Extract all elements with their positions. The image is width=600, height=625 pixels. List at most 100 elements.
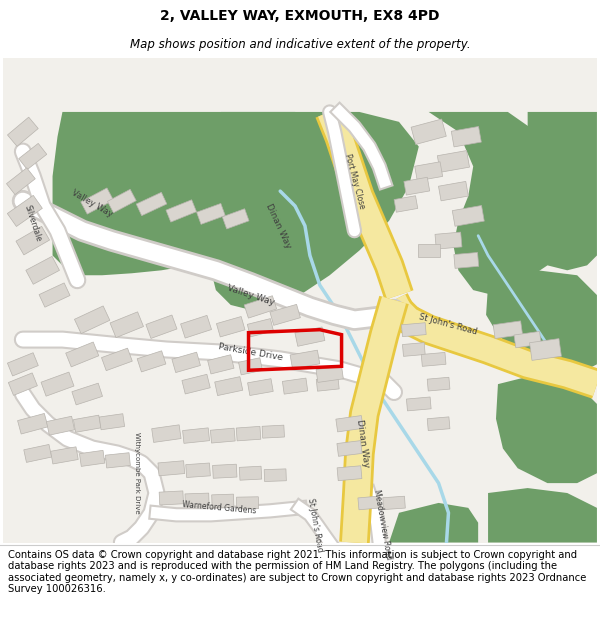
Bar [236, 497, 259, 509]
Bar [158, 461, 185, 476]
Polygon shape [486, 270, 597, 374]
Bar [248, 379, 273, 396]
Bar [7, 168, 35, 194]
Bar [415, 162, 443, 181]
Text: Contains OS data © Crown copyright and database right 2021. This information is : Contains OS data © Crown copyright and d… [8, 549, 586, 594]
Bar [101, 348, 132, 371]
Bar [383, 496, 406, 509]
Bar [81, 188, 113, 214]
Bar [514, 331, 541, 348]
Bar [166, 200, 196, 222]
Bar [439, 181, 469, 201]
Bar [72, 383, 103, 405]
Bar [16, 226, 50, 255]
Bar [337, 441, 362, 456]
Text: Dinan Way: Dinan Way [355, 419, 370, 468]
Text: St John's Road: St John's Road [305, 497, 324, 552]
Bar [73, 415, 101, 432]
Polygon shape [428, 112, 577, 295]
Bar [181, 316, 212, 338]
Bar [7, 117, 38, 146]
Bar [172, 352, 200, 372]
Bar [26, 256, 59, 284]
Polygon shape [53, 112, 310, 275]
Text: Warneford Gardens: Warneford Gardens [181, 500, 256, 516]
Bar [50, 447, 78, 464]
Bar [418, 244, 440, 258]
Polygon shape [389, 503, 478, 542]
Bar [530, 339, 562, 361]
Bar [427, 378, 450, 391]
Bar [406, 397, 431, 411]
Bar [137, 351, 166, 372]
Bar [182, 428, 209, 443]
Bar [107, 189, 136, 213]
Bar [185, 493, 209, 507]
Bar [401, 322, 426, 337]
Bar [24, 444, 52, 462]
Polygon shape [488, 488, 597, 542]
Bar [146, 315, 177, 339]
Bar [7, 352, 38, 376]
Bar [454, 253, 479, 268]
Bar [337, 466, 362, 481]
Bar [427, 417, 450, 431]
Bar [403, 342, 425, 356]
Bar [46, 416, 74, 435]
Bar [212, 464, 237, 478]
Bar [283, 378, 308, 394]
Bar [17, 414, 48, 434]
Bar [411, 119, 446, 144]
Bar [74, 306, 110, 334]
Text: Valley Way: Valley Way [226, 283, 275, 307]
Bar [136, 192, 167, 216]
Bar [264, 469, 286, 481]
Bar [290, 350, 320, 369]
Bar [421, 352, 446, 366]
Bar [239, 466, 262, 480]
Bar [236, 426, 261, 441]
Bar [41, 372, 74, 396]
Bar [244, 296, 277, 318]
Bar [79, 451, 105, 466]
Bar [211, 428, 235, 443]
Bar [65, 342, 99, 367]
Bar [404, 177, 430, 195]
Bar [217, 316, 245, 337]
Bar [19, 143, 47, 169]
Bar [182, 374, 210, 394]
Bar [336, 416, 363, 432]
Bar [358, 496, 380, 510]
Text: Silverdale: Silverdale [23, 204, 43, 243]
Bar [99, 414, 125, 430]
Bar [451, 126, 481, 147]
Bar [197, 204, 225, 224]
Bar [316, 366, 343, 382]
Text: Map shows position and indicative extent of the property.: Map shows position and indicative extent… [130, 38, 470, 51]
Bar [295, 327, 325, 346]
Polygon shape [527, 112, 597, 270]
Bar [106, 452, 130, 468]
Bar [39, 283, 70, 307]
Bar [212, 494, 234, 508]
Text: St John's Road: St John's Road [418, 312, 479, 337]
Bar [452, 206, 484, 226]
Bar [394, 196, 418, 212]
Bar [152, 425, 181, 442]
Bar [208, 355, 234, 374]
Text: Valley Way: Valley Way [70, 189, 114, 219]
Text: Dinan Way: Dinan Way [264, 202, 293, 249]
Bar [159, 491, 184, 505]
Bar [247, 319, 274, 337]
Text: Withycombe Park Drive: Withycombe Park Drive [134, 432, 140, 514]
Bar [8, 373, 37, 396]
Bar [215, 377, 243, 396]
Bar [239, 357, 262, 375]
Bar [316, 377, 339, 391]
Bar [262, 425, 284, 438]
Text: 2, VALLEY WAY, EXMOUTH, EX8 4PD: 2, VALLEY WAY, EXMOUTH, EX8 4PD [160, 9, 440, 23]
Bar [270, 304, 301, 326]
Bar [493, 321, 523, 339]
Bar [7, 196, 43, 226]
Polygon shape [211, 112, 419, 310]
